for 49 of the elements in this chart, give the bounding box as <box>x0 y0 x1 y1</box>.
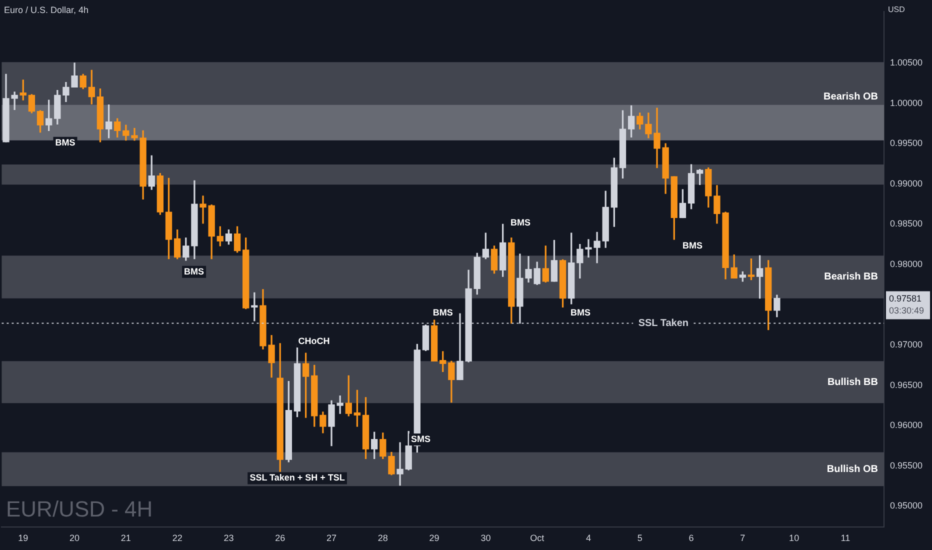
x-tick-label: 7 <box>740 533 746 544</box>
candlestick <box>396 442 404 486</box>
x-tick-label: 20 <box>70 533 80 544</box>
annotation: BMS <box>682 240 703 251</box>
annotation: BMS <box>570 308 590 318</box>
band-label: Bullish OB <box>826 464 878 475</box>
x-tick-label: 30 <box>480 533 491 544</box>
x-tick-label: 27 <box>326 533 337 544</box>
x-tick-label: 11 <box>840 533 850 544</box>
text: 03:30:49 <box>889 306 924 316</box>
y-axis-title: USD <box>888 5 906 14</box>
y-tick-label: 1.00500 <box>890 57 923 68</box>
x-tick-label: 22 <box>172 533 182 544</box>
x-tick-label: 4 <box>586 533 591 544</box>
band-label: Bearish OB <box>824 92 878 103</box>
band-label: Bearish BB <box>824 272 878 283</box>
annotation: BMS <box>184 266 204 276</box>
y-tick-label: 0.95500 <box>890 460 923 470</box>
x-tick-label: Oct <box>530 533 545 544</box>
text: 0.97581 <box>889 294 922 304</box>
annotation: SSL Taken + SH + TSL <box>250 472 346 483</box>
chart-subtitle: Euro / U.S. Dollar, 4h <box>4 4 89 15</box>
annotation: CHoCH <box>298 336 330 346</box>
y-tick-label: 0.96000 <box>890 420 923 430</box>
y-tick-label: 0.95000 <box>890 500 923 511</box>
y-tick-label: 0.98500 <box>890 218 923 229</box>
annotation: BMS <box>55 137 76 148</box>
y-tick-label: 1.00000 <box>890 98 923 108</box>
band-label: Bullish BB <box>827 376 878 388</box>
x-tick-label: 26 <box>275 533 286 544</box>
x-tick-label: 29 <box>429 533 440 544</box>
annotation: SMS <box>411 434 431 444</box>
annotation: BMS <box>510 217 530 228</box>
y-tick-label: 0.99000 <box>890 178 923 188</box>
x-tick-label: 6 <box>688 533 694 544</box>
candlestick <box>200 196 206 224</box>
annotation: BMS <box>432 308 453 318</box>
x-tick-label: 23 <box>224 533 234 544</box>
x-tick-label: 19 <box>18 533 28 544</box>
x-tick-label: 28 <box>378 533 388 544</box>
y-tick-label: 0.98000 <box>890 258 923 269</box>
y-tick-label: 0.99500 <box>890 138 923 148</box>
ref-line-label: SSL Taken <box>638 318 689 330</box>
x-tick-label: 5 <box>637 533 642 544</box>
x-tick-label: 10 <box>789 533 800 544</box>
x-tick-label: 21 <box>120 533 131 544</box>
text: EUR/USD - 4H <box>6 496 153 522</box>
y-tick-label: 0.97000 <box>890 340 923 350</box>
y-tick-label: 0.96500 <box>890 380 923 390</box>
